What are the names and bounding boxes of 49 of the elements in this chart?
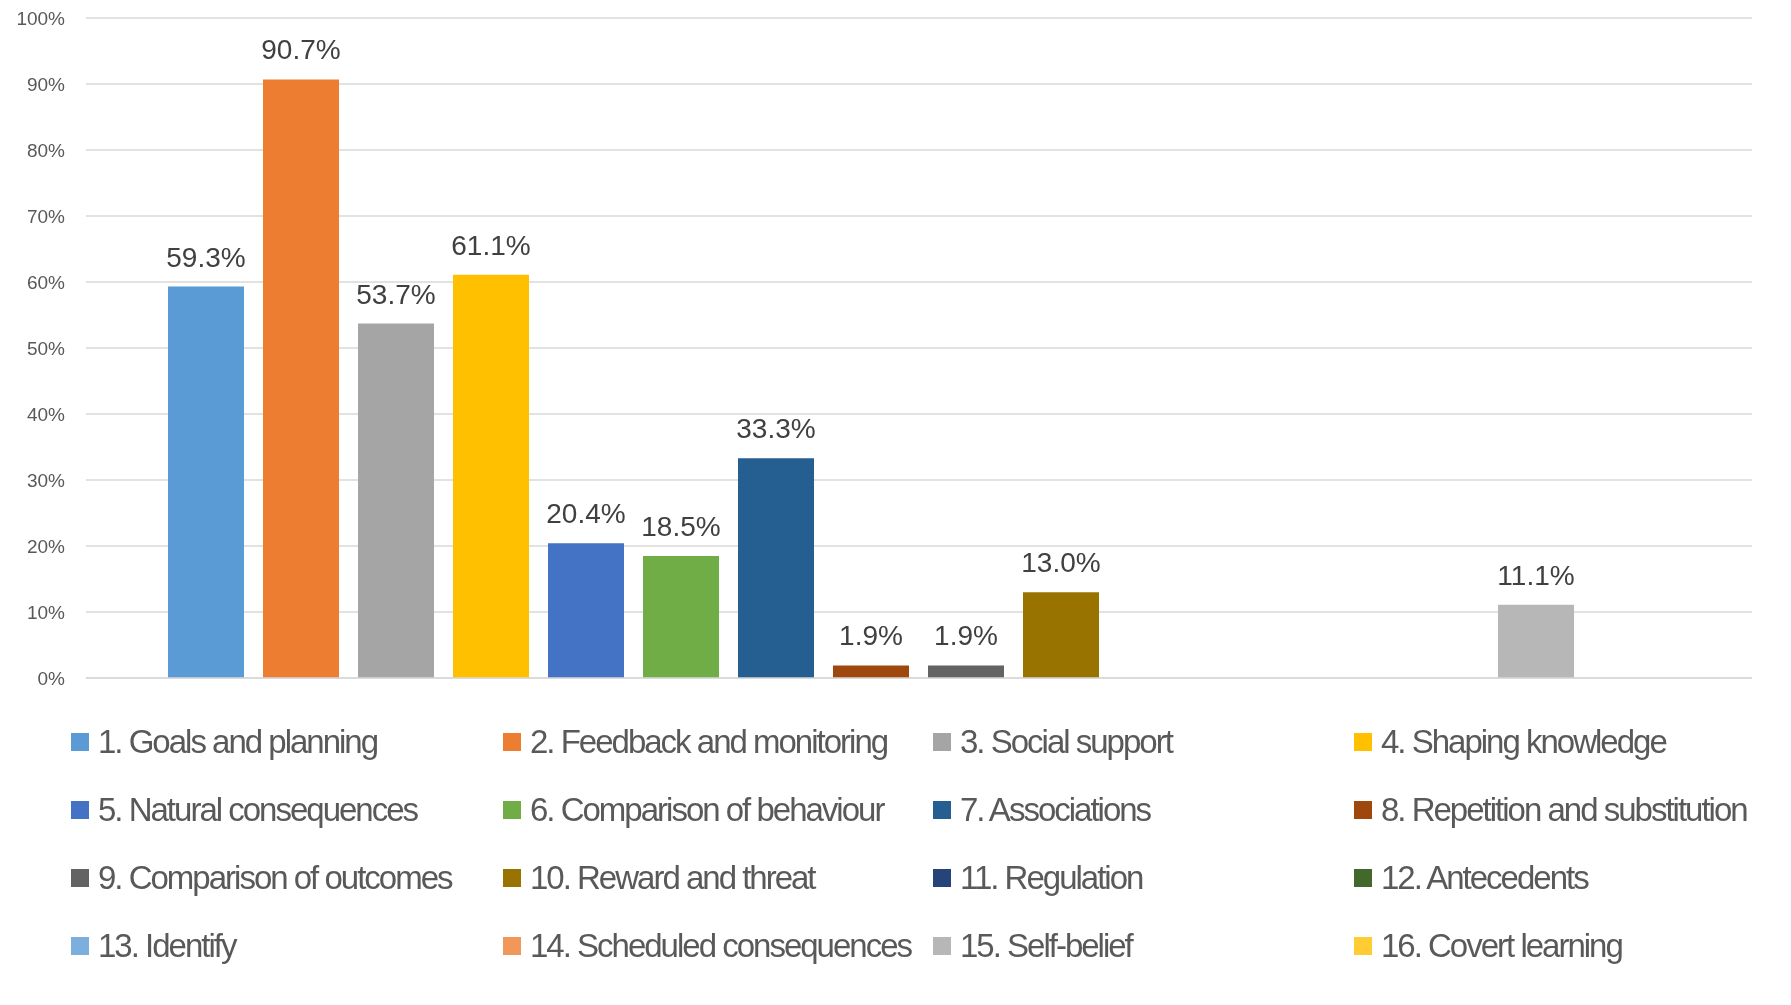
data-label: 18.5%: [641, 510, 721, 542]
data-label: 53.7%: [356, 278, 436, 310]
y-tick-label: 90%: [26, 73, 66, 95]
y-tick-label: 80%: [26, 139, 66, 161]
legend-label: 12. Antecedents: [1381, 858, 1588, 898]
legend-label: 10. Reward and threat: [530, 858, 815, 898]
y-tick-label: 30%: [26, 469, 66, 491]
y-tick-label: 60%: [26, 271, 66, 293]
legend-label: 13. Identify: [98, 926, 236, 966]
legend-label: 6. Comparison of behaviour: [530, 790, 884, 830]
y-tick-label: 0%: [37, 667, 66, 689]
legend-label: 1. Goals and planning: [98, 722, 378, 762]
y-tick-label: 100%: [16, 7, 66, 29]
data-label: 11.1%: [1497, 559, 1575, 591]
bar: [263, 79, 339, 678]
legend-label: 5. Natural consequences: [98, 790, 418, 830]
legend-label: 15. Self-belief: [960, 926, 1132, 966]
legend-label: 11. Regulation: [960, 858, 1143, 898]
bar: [1023, 592, 1099, 678]
bar: [1498, 604, 1574, 678]
bar: [928, 665, 1004, 678]
data-label: 59.3%: [166, 241, 246, 273]
data-label: 20.4%: [546, 498, 626, 530]
legend-label: 8. Repetition and substitution: [1381, 790, 1747, 830]
y-tick-label: 40%: [26, 403, 66, 425]
legend-label: 2. Feedback and monitoring: [530, 722, 888, 762]
bar: [833, 665, 909, 678]
data-label: 33.3%: [736, 413, 816, 445]
y-tick-label: 10%: [26, 601, 66, 623]
bar: [643, 555, 719, 678]
data-label: 1.9%: [839, 620, 903, 652]
data-label: 61.1%: [451, 229, 531, 261]
legend-label: 7. Associations: [960, 790, 1151, 830]
legend-label: 9. Comparison of outcomes: [98, 858, 452, 898]
bar: [358, 323, 434, 678]
bar: [168, 286, 244, 678]
legend-label: 16. Covert learning: [1381, 926, 1622, 966]
y-tick-label: 50%: [26, 337, 66, 359]
bar: [548, 543, 624, 678]
legend-label: 4. Shaping knowledge: [1381, 722, 1666, 762]
data-label: 1.9%: [934, 620, 998, 652]
y-tick-label: 70%: [26, 205, 66, 227]
y-tick-label: 20%: [26, 535, 66, 557]
legend-label: 14. Scheduled consequences: [530, 926, 911, 966]
bar: [738, 458, 814, 678]
legend-label: 3. Social support: [960, 722, 1172, 762]
data-label: 13.0%: [1021, 547, 1101, 579]
bar: [453, 274, 529, 678]
data-label: 90.7%: [261, 34, 341, 66]
